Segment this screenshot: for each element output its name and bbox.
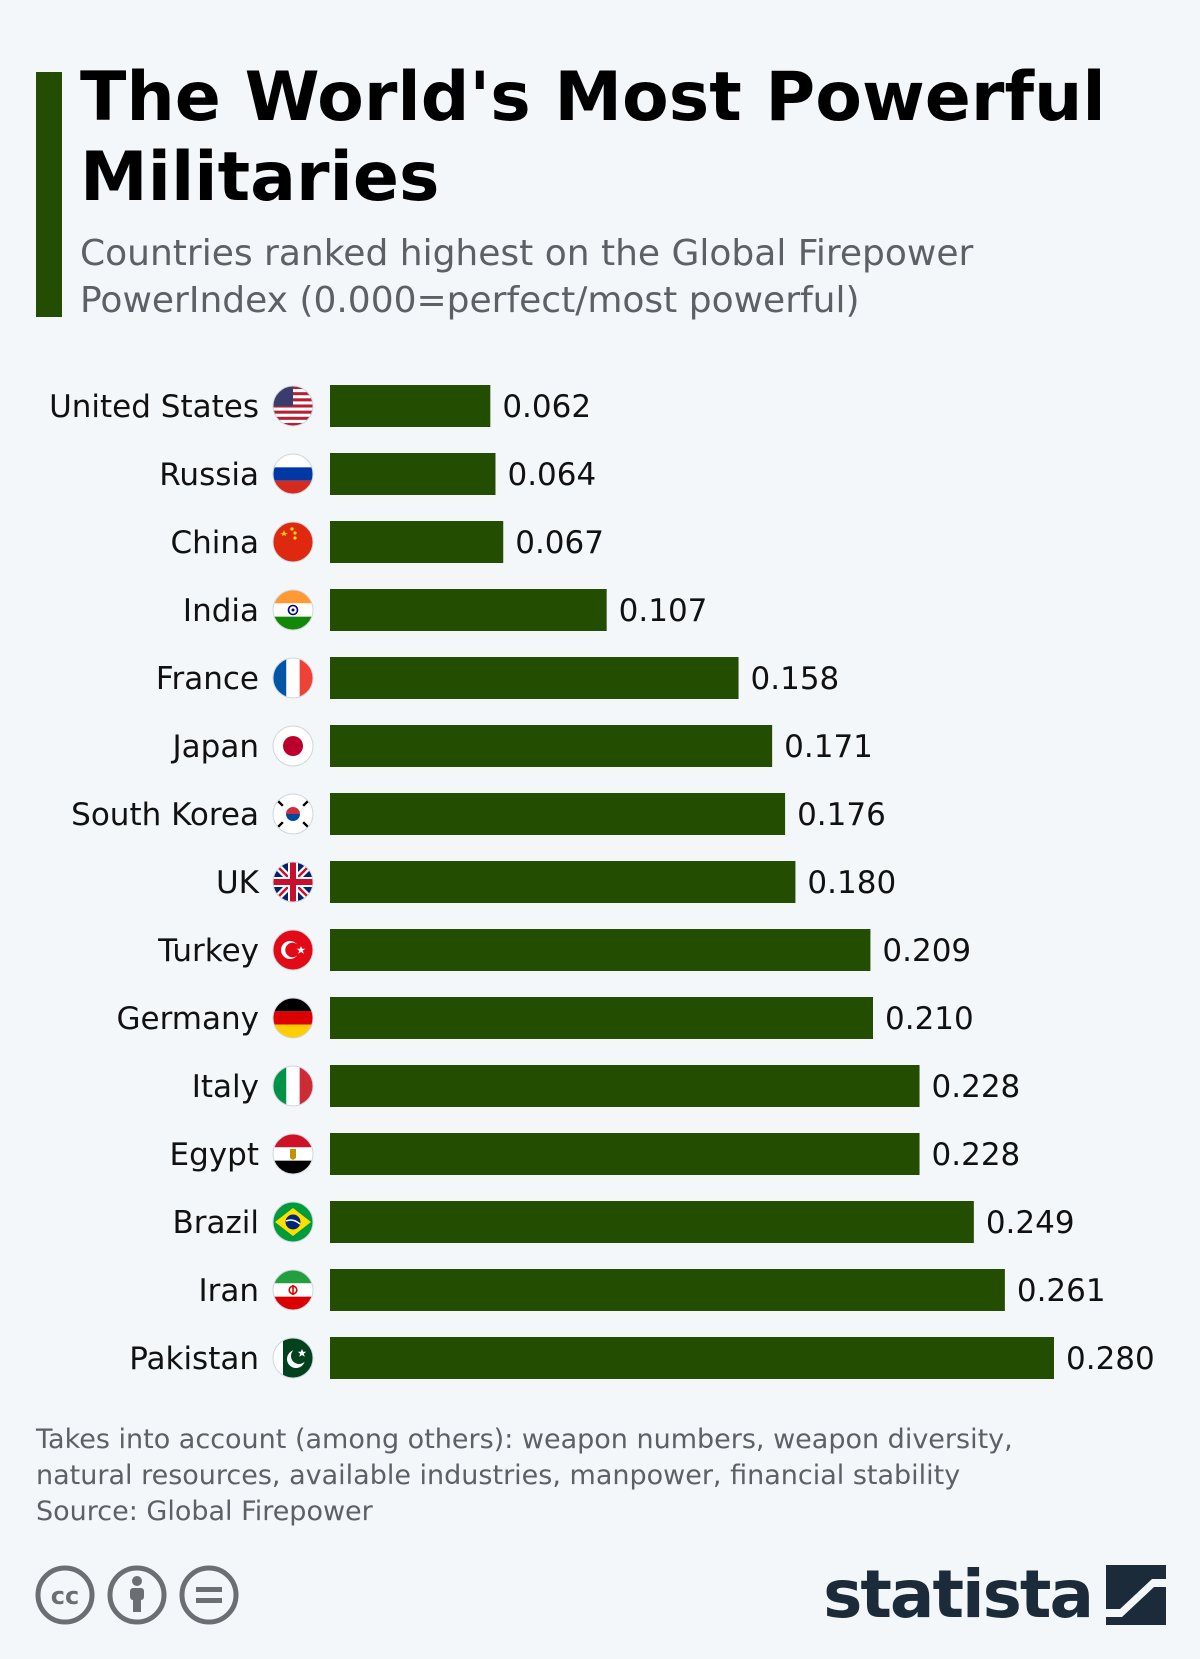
bar-japan — [330, 725, 773, 767]
bar-turkey — [330, 929, 871, 971]
no-derivatives-icon[interactable] — [179, 1565, 239, 1625]
category-label-japan: Japan — [171, 729, 259, 765]
category-label-germany: Germany — [117, 1001, 259, 1037]
us-flag-icon — [273, 386, 313, 426]
egypt-flag-icon — [273, 1134, 313, 1174]
statista-logo-mark-icon — [1106, 1565, 1166, 1625]
iran-flag-icon — [273, 1270, 313, 1310]
bar-uk — [330, 861, 796, 903]
license-icons: cc — [35, 1565, 239, 1625]
france-flag-icon — [273, 658, 313, 698]
category-label-united-states: United States — [49, 389, 259, 425]
bar-egypt — [330, 1133, 920, 1175]
value-label-italy: 0.228 — [932, 1069, 1021, 1105]
value-label-china: 0.067 — [515, 525, 604, 561]
bar-chart: United States 0.062 Russia 0.064 China 0.067 I… — [49, 385, 1155, 1379]
category-label-china: China — [170, 525, 259, 561]
cc-icon[interactable]: cc — [35, 1565, 95, 1625]
value-label-iran: 0.261 — [1017, 1273, 1106, 1309]
footnote-line: natural resources, available industries,… — [36, 1460, 961, 1491]
brazil-flag-icon — [273, 1202, 313, 1242]
value-label-united-states: 0.062 — [502, 389, 591, 425]
value-label-russia: 0.064 — [507, 457, 596, 493]
category-label-france: France — [156, 661, 259, 697]
chart-title: The World's Most Powerful Militaries — [80, 58, 1106, 217]
category-label-india: India — [183, 593, 259, 629]
attribution-icon[interactable] — [107, 1565, 167, 1625]
bar-south-korea — [330, 793, 786, 835]
bar-india — [330, 589, 607, 631]
bar-brazil — [330, 1201, 974, 1243]
value-label-uk: 0.180 — [807, 865, 896, 901]
italy-flag-icon — [273, 1066, 313, 1106]
category-label-iran: Iran — [198, 1273, 259, 1309]
turkey-flag-icon — [273, 930, 313, 970]
pakistan-flag-icon — [273, 1338, 313, 1378]
uk-flag-icon — [273, 862, 313, 902]
svg-text:cc: cc — [51, 1582, 79, 1610]
value-label-france: 0.158 — [751, 661, 840, 697]
category-label-south-korea: South Korea — [71, 797, 259, 833]
bar-france — [330, 657, 739, 699]
germany-flag-icon — [273, 998, 313, 1038]
category-label-russia: Russia — [159, 457, 259, 493]
category-label-uk: UK — [216, 865, 260, 901]
footnote: Takes into account (among others): weapo… — [36, 1422, 1136, 1530]
chart-subtitle: Countries ranked highest on the Global F… — [80, 233, 974, 321]
statista-logo[interactable]: statista — [823, 1560, 1166, 1630]
bar-united-states — [330, 385, 491, 427]
bar-germany — [330, 997, 873, 1039]
japan-flag-icon — [273, 726, 313, 766]
footnote-line: Takes into account (among others): weapo… — [36, 1424, 1013, 1455]
value-label-brazil: 0.249 — [986, 1205, 1075, 1241]
bar-russia — [330, 453, 496, 495]
value-label-egypt: 0.228 — [932, 1137, 1021, 1173]
bar-iran — [330, 1269, 1005, 1311]
bar-china — [330, 521, 504, 563]
statista-wordmark: statista — [823, 1556, 1094, 1633]
china-flag-icon — [273, 522, 313, 562]
india-flag-icon — [273, 590, 313, 630]
south-korea-flag-icon — [273, 794, 313, 834]
category-label-italy: Italy — [192, 1069, 259, 1105]
value-label-turkey: 0.209 — [882, 933, 971, 969]
source-note: Source: Global Firepower — [36, 1496, 373, 1527]
russia-flag-icon — [273, 454, 313, 494]
category-label-brazil: Brazil — [172, 1205, 259, 1241]
bar-pakistan — [330, 1337, 1054, 1379]
value-label-india: 0.107 — [619, 593, 708, 629]
value-label-south-korea: 0.176 — [797, 797, 886, 833]
bar-italy — [330, 1065, 920, 1107]
category-label-egypt: Egypt — [170, 1137, 259, 1173]
title-accent-bar — [36, 72, 62, 317]
category-label-turkey: Turkey — [157, 933, 259, 969]
category-label-pakistan: Pakistan — [129, 1341, 259, 1377]
value-label-germany: 0.210 — [885, 1001, 974, 1037]
value-label-pakistan: 0.280 — [1066, 1341, 1155, 1377]
value-label-japan: 0.171 — [784, 729, 873, 765]
